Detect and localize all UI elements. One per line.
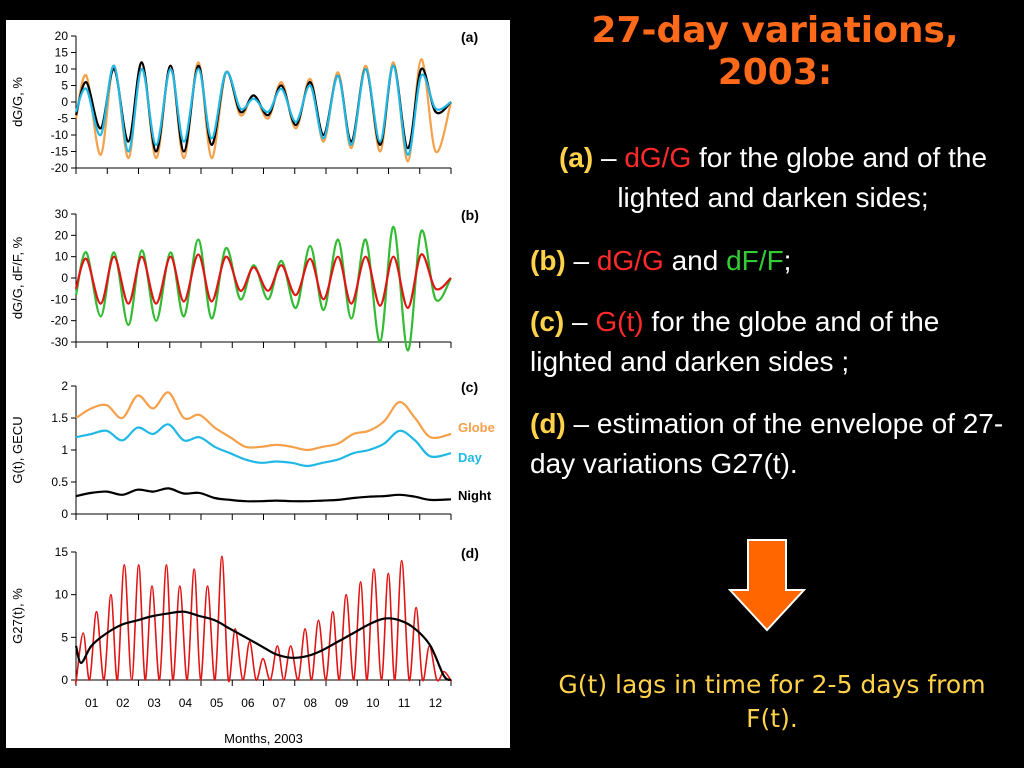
arrow-shape	[728, 539, 806, 632]
title-line-2: 2003:	[717, 52, 833, 93]
panel-label: (c)	[461, 379, 478, 395]
item-b-term-1: dG/G	[596, 245, 664, 276]
y-tick-label: -15	[51, 145, 69, 159]
y-tick-label: 5	[61, 630, 68, 644]
title-line-1: 27-day variations,	[591, 10, 959, 51]
y-tick-label: 10	[55, 250, 69, 264]
y-tick-label: 0	[61, 673, 68, 687]
item-c-tag: (c)	[530, 306, 565, 337]
y-tick-label: 0	[61, 95, 68, 109]
y-axis-label: G27(t), %	[10, 588, 25, 644]
item-a-dash: –	[593, 142, 625, 173]
item-d-tag: (d)	[530, 408, 566, 439]
legend-night: Night	[458, 488, 492, 503]
item-c-text: for the globe and of the lighted and dar…	[530, 306, 940, 377]
x-axis-label: Months, 2003	[224, 731, 303, 746]
y-tick-label: 20	[55, 228, 69, 242]
item-c-term: G(t)	[595, 306, 644, 337]
slide-title: 27-day variations, 2003:	[540, 10, 1010, 94]
y-tick-label: 10	[55, 62, 69, 76]
y-tick-label: 30	[55, 207, 69, 221]
y-tick-label: 0	[61, 507, 68, 521]
y-tick-label: 0	[61, 271, 68, 285]
panel-label: (b)	[461, 207, 479, 223]
x-tick-label: 12	[429, 696, 443, 710]
y-tick-label: 2	[61, 379, 68, 393]
x-tick-label: 03	[147, 696, 161, 710]
item-b-dash: –	[565, 245, 597, 276]
item-b: (b) – dG/G and dF/F;	[530, 241, 1016, 281]
y-tick-label: 20	[55, 29, 69, 43]
item-a-term: dG/G	[624, 142, 692, 173]
item-b-tag: (b)	[530, 245, 566, 276]
x-tick-label: 11	[398, 696, 411, 710]
y-tick-label: -5	[57, 112, 68, 126]
x-tick-label: 02	[116, 696, 130, 710]
y-tick-label: 0.5	[51, 475, 68, 489]
x-tick-label: 10	[366, 696, 380, 710]
panel-label: (d)	[461, 545, 479, 561]
y-tick-label: -20	[51, 314, 69, 328]
item-c: (c) – G(t) for the globe and of the ligh…	[530, 302, 1016, 382]
item-c-dash: –	[564, 306, 596, 337]
legend-day: Day	[458, 450, 483, 465]
series-line-3	[74, 64, 452, 156]
x-tick-label: 06	[241, 696, 255, 710]
series-line-night	[75, 487, 452, 503]
panel-b: -30 -20 -10 0 10 20 30 dG/G, dF/F, % (b)	[10, 207, 479, 352]
conclusion-text: G(t) lags in time for 2-5 days from F(t)…	[558, 670, 986, 733]
series-line-2	[74, 610, 452, 682]
item-d-dash: –	[565, 408, 597, 439]
item-b-end: ;	[783, 245, 792, 276]
legend-globe: Globe	[458, 420, 495, 435]
item-d-text: estimation of the envelope of 27-day var…	[530, 408, 1004, 479]
y-tick-label: 1.5	[51, 411, 68, 425]
y-axis-label: G(t), GECU	[10, 416, 25, 483]
series-line-globe	[75, 391, 452, 452]
item-a-tag: (a)	[558, 142, 594, 173]
y-tick-label: -10	[51, 292, 69, 306]
x-tick-label: 05	[210, 696, 224, 710]
item-a-text: for the globe and of the lighted and dar…	[617, 142, 988, 213]
series-line-1	[74, 555, 453, 685]
y-tick-label: 15	[55, 46, 69, 60]
y-axis-label: dG/G, %	[10, 77, 25, 127]
y-tick-label: 5	[61, 79, 68, 93]
series-line-1	[74, 225, 452, 352]
x-tick-label: 07	[272, 696, 286, 710]
panel-a: -20 -15 -10 -5 0 5 10 15 20 dG/G, % (a)	[10, 29, 478, 175]
item-d: (d) – estimation of the envelope of 27-d…	[530, 404, 1016, 484]
panel-label: (a)	[461, 29, 478, 45]
x-tick-label: 08	[304, 696, 318, 710]
item-b-and: and	[663, 245, 727, 276]
figure-panel: -20 -15 -10 -5 0 5 10 15 20 dG/G, % (a) -30 -20 -10 0 1…	[6, 20, 510, 748]
y-tick-label: 15	[55, 545, 69, 559]
down-arrow-icon	[728, 539, 806, 632]
item-b-term-2: dF/F	[726, 245, 784, 276]
y-tick-label: -20	[51, 161, 69, 175]
y-tick-label: 10	[55, 588, 69, 602]
y-tick-label: -10	[51, 128, 69, 142]
x-tick-label: 01	[85, 696, 99, 710]
y-tick-label: 1	[61, 443, 68, 457]
y-tick-label: -30	[51, 335, 69, 349]
series-line-2	[74, 253, 452, 310]
item-a: (a) – dG/G for the globe and of the ligh…	[530, 138, 1016, 218]
panel-c: 0 0.5 1 1.5 2 G(t), GECU (c) Globe Day Night	[10, 379, 495, 521]
x-tick-label: 04	[179, 696, 193, 710]
x-tick-label: 09	[335, 696, 349, 710]
y-axis-label: dG/G, dF/F, %	[10, 236, 25, 319]
series-line-day	[75, 423, 452, 468]
